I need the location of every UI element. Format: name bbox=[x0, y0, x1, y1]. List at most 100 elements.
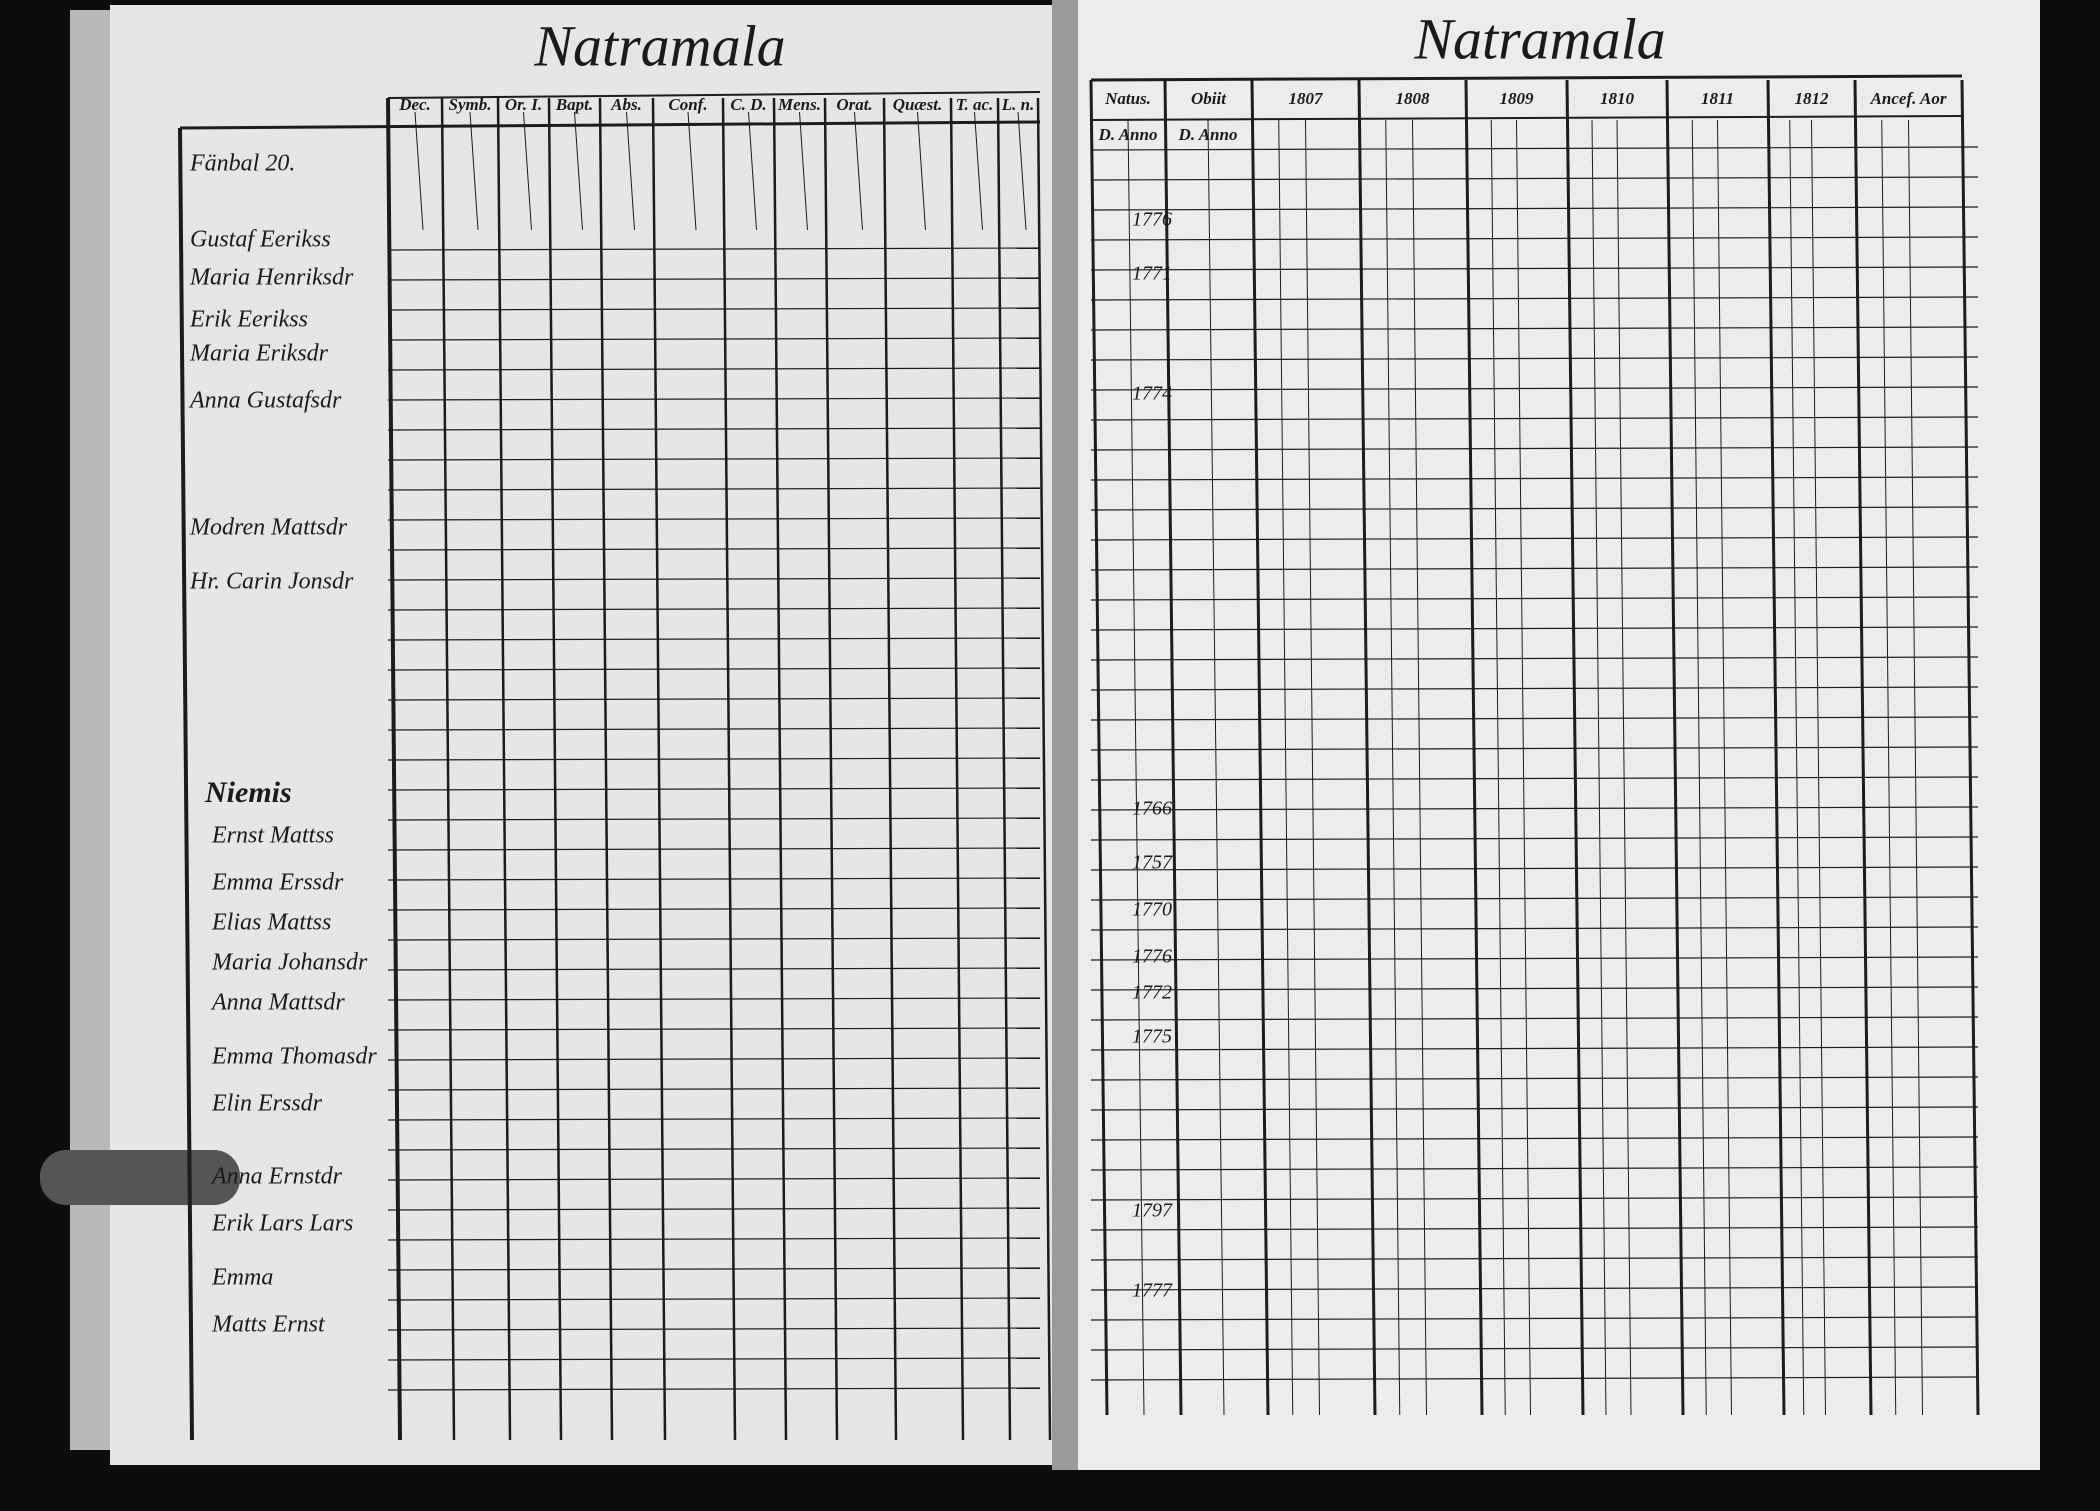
rule-line bbox=[387, 247, 1041, 251]
rule-line bbox=[854, 111, 863, 231]
rule-line bbox=[496, 97, 512, 1441]
person-name: Anna Gustafsdr bbox=[188, 388, 342, 414]
rule-line bbox=[387, 1297, 1041, 1301]
rule-line bbox=[574, 111, 583, 231]
rule-line bbox=[1250, 79, 1270, 1416]
rule-line bbox=[1090, 596, 1979, 601]
rule-line bbox=[1163, 79, 1183, 1416]
rule-line bbox=[799, 111, 808, 231]
rule-line bbox=[1090, 566, 1979, 571]
rule-line bbox=[721, 97, 737, 1441]
rule-line bbox=[1090, 536, 1979, 541]
rule-line bbox=[387, 91, 1041, 99]
rule-line bbox=[1305, 119, 1320, 1416]
rule-line bbox=[179, 120, 1041, 130]
rule-line bbox=[387, 367, 1041, 371]
rule-line bbox=[1090, 1316, 1979, 1321]
thumb bbox=[40, 1150, 240, 1205]
column-header: Or. I. bbox=[505, 95, 542, 114]
rule-line bbox=[1616, 119, 1632, 1416]
rule-line bbox=[387, 1117, 1041, 1121]
rule-line bbox=[387, 967, 1041, 971]
rule-line bbox=[387, 337, 1041, 341]
sub-header: D. Anno bbox=[1178, 125, 1238, 144]
person-name: Gustaf Eerikss bbox=[190, 227, 331, 253]
person-name: Emma bbox=[211, 1265, 273, 1291]
column-header: 1810 bbox=[1600, 89, 1635, 108]
rule-line bbox=[1127, 119, 1145, 1416]
rule-line bbox=[996, 97, 1012, 1441]
person-name: Erik Lars Lars bbox=[211, 1211, 353, 1237]
rule-line bbox=[387, 397, 1041, 401]
rule-line bbox=[974, 111, 983, 231]
rule-line bbox=[1090, 416, 1979, 421]
birth-year: 1770 bbox=[1132, 899, 1172, 921]
person-name: Anna Ernstdr bbox=[210, 1164, 343, 1190]
rule-line bbox=[387, 817, 1041, 821]
rule-line bbox=[823, 97, 839, 1441]
rule-line bbox=[1090, 746, 1979, 751]
rule-line bbox=[387, 607, 1041, 611]
birth-year: 1775 bbox=[1132, 1026, 1172, 1048]
person-name: Hr. Carin Jonsdr bbox=[189, 569, 354, 595]
person-name: Emma Erssdr bbox=[211, 870, 344, 896]
birth-year: 1774 bbox=[1132, 383, 1172, 405]
column-header: Natus. bbox=[1104, 89, 1151, 108]
rule-line bbox=[1090, 386, 1979, 391]
rule-line bbox=[1090, 146, 1979, 151]
rule-line bbox=[523, 111, 532, 231]
rule-line bbox=[387, 907, 1041, 911]
birth-year: 1776 bbox=[1132, 946, 1172, 968]
rule-line bbox=[1385, 119, 1401, 1416]
column-header: 1807 bbox=[1289, 89, 1325, 108]
birth-year: 1757 bbox=[1132, 852, 1173, 874]
rule-line bbox=[1090, 626, 1979, 631]
person-name: Erik Eerikss bbox=[189, 307, 308, 333]
birth-year: 1797 bbox=[1132, 1200, 1173, 1222]
person-name: Modren Mattsdr bbox=[189, 515, 348, 541]
column-header: Bapt. bbox=[555, 95, 593, 114]
column-header: C. D. bbox=[730, 95, 766, 114]
rule-line bbox=[1412, 119, 1427, 1416]
rule-line bbox=[1090, 956, 1979, 961]
person-name: Matts Ernst bbox=[211, 1312, 326, 1338]
rule-line bbox=[1090, 686, 1979, 691]
rule-line bbox=[1516, 119, 1531, 1416]
person-name: Anna Mattsdr bbox=[210, 990, 345, 1016]
rule-line bbox=[1090, 1166, 1979, 1171]
birth-year: 1776 bbox=[1132, 209, 1172, 231]
rule-line bbox=[387, 1087, 1041, 1091]
birth-year: 1766 bbox=[1132, 798, 1172, 820]
rule-line bbox=[386, 97, 402, 1441]
column-header: Dec. bbox=[398, 95, 431, 114]
rule-line bbox=[387, 1207, 1041, 1211]
rule-line bbox=[1278, 119, 1294, 1416]
page-title: Natramala bbox=[1413, 6, 1665, 71]
rule-line bbox=[387, 1147, 1041, 1151]
rule-line bbox=[387, 1237, 1041, 1241]
rule-line bbox=[1090, 176, 1979, 181]
sub-header: D. Anno bbox=[1098, 125, 1158, 144]
rule-line bbox=[387, 1387, 1041, 1391]
rule-line bbox=[178, 127, 194, 1441]
rule-line bbox=[1789, 119, 1805, 1416]
column-header: T. ac. bbox=[956, 95, 994, 114]
rule-line bbox=[1090, 986, 1979, 991]
birth-year: 1772 bbox=[1132, 982, 1172, 1004]
rule-line bbox=[1090, 656, 1979, 661]
rule-line bbox=[1565, 79, 1585, 1416]
rule-line bbox=[1207, 119, 1225, 1416]
page-title: Natramala bbox=[533, 13, 785, 78]
rule-line bbox=[547, 97, 563, 1441]
rule-line bbox=[387, 1027, 1041, 1031]
rule-line bbox=[1090, 1256, 1979, 1261]
rule-line bbox=[687, 111, 697, 231]
column-header: 1812 bbox=[1795, 89, 1830, 108]
right-page bbox=[1075, 0, 2040, 1470]
rule-line bbox=[387, 787, 1041, 791]
column-header: Mens. bbox=[777, 95, 821, 114]
rule-line bbox=[387, 307, 1041, 311]
column-header: Quæst. bbox=[893, 95, 943, 114]
person-name: Maria Johansdr bbox=[211, 950, 368, 976]
rule-line bbox=[387, 1177, 1041, 1181]
